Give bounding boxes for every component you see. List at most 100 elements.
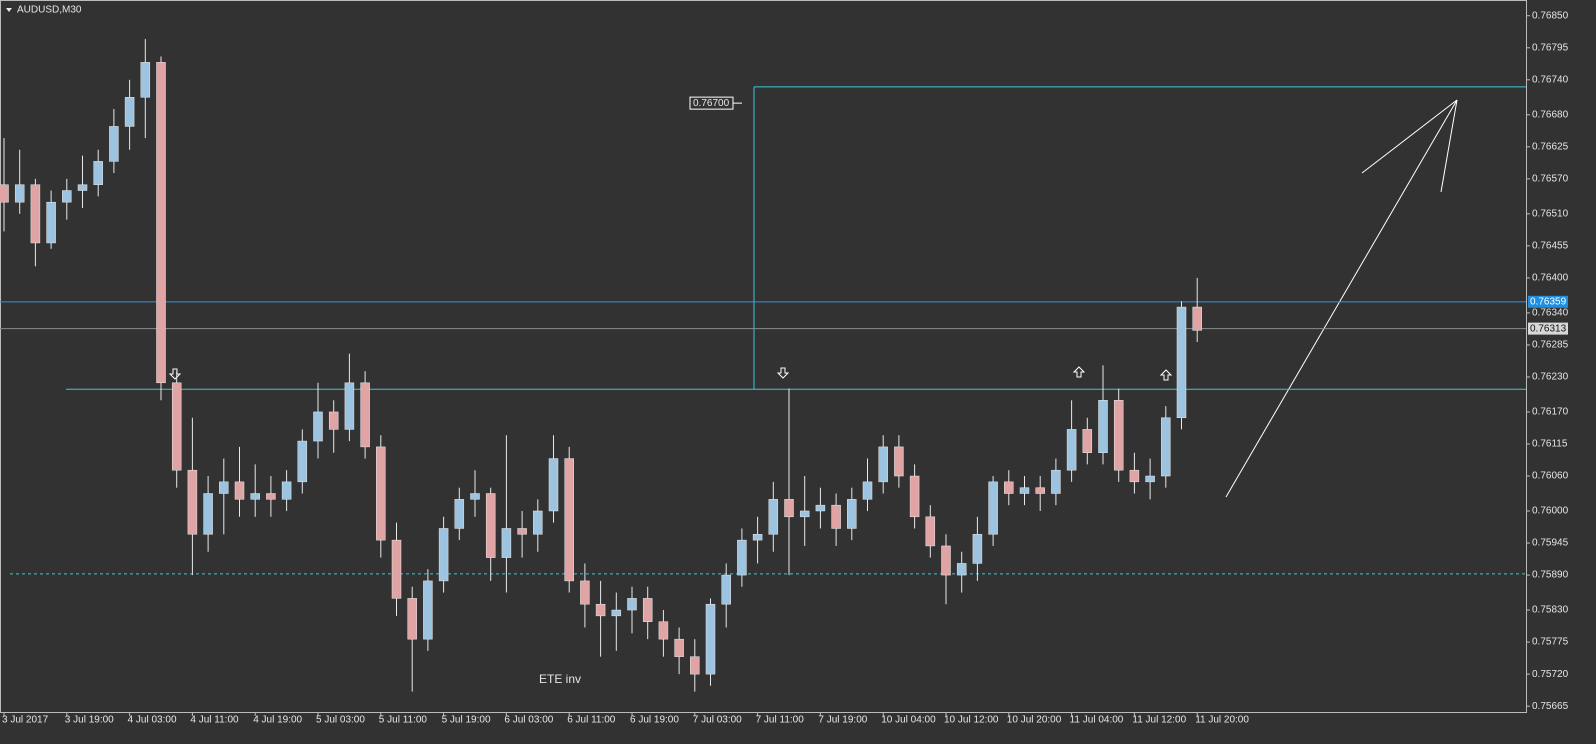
candle-body bbox=[250, 493, 260, 500]
x-tick-label: 4 Jul 19:00 bbox=[253, 715, 302, 726]
candle-body bbox=[815, 504, 826, 512]
candle-body bbox=[485, 493, 496, 558]
candle-body bbox=[46, 201, 56, 244]
y-tick-label: 0.76455 bbox=[1532, 241, 1569, 252]
candle-body bbox=[1161, 417, 1171, 477]
y-tick-label: 0.76510 bbox=[1532, 208, 1569, 219]
y-tick-label: 0.76000 bbox=[1532, 506, 1569, 517]
price-label-box bbox=[1528, 322, 1568, 335]
candle-body bbox=[109, 126, 119, 162]
y-tick-label: 0.76850 bbox=[1532, 10, 1569, 21]
y-tick-label: 0.75720 bbox=[1532, 669, 1569, 680]
x-tick-label: 10 Jul 20:00 bbox=[1007, 715, 1062, 726]
candle-body bbox=[281, 481, 292, 500]
candle-body bbox=[1082, 429, 1093, 453]
candle-body bbox=[171, 382, 182, 471]
candle-body bbox=[721, 574, 731, 605]
price-label: 0.76313 bbox=[1530, 323, 1567, 334]
y-tick-label: 0.76625 bbox=[1532, 141, 1569, 152]
candle-body bbox=[328, 411, 339, 430]
candle-body bbox=[1035, 487, 1045, 494]
chart-title: AUDUSD,M30 bbox=[17, 5, 82, 16]
candle-body bbox=[1192, 306, 1202, 331]
price-label: 0.76359 bbox=[1530, 296, 1567, 307]
candle-body bbox=[423, 580, 433, 640]
y-tick-label: 0.75830 bbox=[1532, 605, 1569, 616]
candle-body bbox=[124, 97, 135, 127]
y-tick-label: 0.76340 bbox=[1532, 308, 1569, 319]
candle-body bbox=[799, 510, 810, 518]
y-tick-label: 0.75945 bbox=[1532, 538, 1569, 549]
x-tick-label: 10 Jul 04:00 bbox=[881, 715, 936, 726]
candle-body bbox=[93, 161, 103, 185]
plot-frame bbox=[0, 0, 1527, 713]
candle-body bbox=[627, 598, 637, 611]
candle-body bbox=[62, 190, 72, 203]
candle-body bbox=[313, 411, 323, 442]
candle-body bbox=[1051, 469, 1061, 494]
title-icon bbox=[6, 8, 12, 12]
candle-body bbox=[972, 534, 983, 564]
candle-body bbox=[1145, 475, 1155, 483]
x-tick-label: 4 Jul 11:00 bbox=[190, 715, 239, 726]
signal-arrows bbox=[168, 366, 1173, 381]
up-arrow bbox=[1159, 369, 1173, 381]
candle-body bbox=[30, 184, 41, 244]
x-tick-label: 11 Jul 20:00 bbox=[1195, 715, 1249, 726]
candle-body bbox=[611, 609, 622, 617]
candle-body bbox=[1113, 400, 1124, 471]
arrow-head bbox=[1361, 99, 1458, 174]
candle-body bbox=[752, 534, 763, 541]
x-tick-label: 11 Jul 12:00 bbox=[1132, 715, 1186, 726]
y-tick-label: 0.76400 bbox=[1532, 273, 1569, 284]
price-label-box bbox=[1528, 295, 1568, 308]
candle-body bbox=[297, 440, 308, 483]
candle-body bbox=[470, 493, 480, 500]
y-tick-label: 0.76170 bbox=[1532, 407, 1569, 418]
arrow-shaft bbox=[1225, 99, 1458, 498]
up-arrow bbox=[1072, 366, 1086, 378]
y-tick-label: 0.76570 bbox=[1532, 174, 1569, 185]
y-tick-label: 0.75665 bbox=[1532, 701, 1569, 712]
x-tick-label: 5 Jul 11:00 bbox=[379, 715, 428, 726]
candle-body bbox=[941, 545, 951, 576]
candle-body bbox=[925, 516, 936, 547]
candle-body bbox=[580, 580, 590, 605]
candle-body bbox=[705, 603, 716, 675]
y-tick-label: 0.76680 bbox=[1532, 109, 1569, 120]
candle-body bbox=[674, 638, 684, 657]
candle-body bbox=[344, 382, 355, 430]
candle-body bbox=[1176, 306, 1187, 419]
x-tick-label: 7 Jul 03:00 bbox=[693, 715, 742, 726]
candle-body bbox=[988, 481, 998, 535]
candle-body bbox=[784, 499, 794, 518]
candle-body bbox=[956, 563, 967, 576]
annotation: ETE inv bbox=[539, 672, 581, 686]
candle-body bbox=[219, 481, 229, 494]
candle-body bbox=[862, 481, 873, 500]
candle-body bbox=[658, 621, 669, 640]
candle-body bbox=[690, 656, 700, 675]
candle-body bbox=[595, 603, 606, 617]
y-tick-label: 0.76230 bbox=[1532, 372, 1569, 383]
candle-body bbox=[1066, 429, 1077, 471]
candle-body bbox=[266, 493, 276, 500]
x-tick-label: 6 Jul 19:00 bbox=[630, 715, 679, 726]
forecast-arrow bbox=[1225, 99, 1458, 498]
x-tick-label: 3 Jul 19:00 bbox=[65, 715, 114, 726]
y-tick-label: 0.75890 bbox=[1532, 570, 1569, 581]
x-tick-label: 6 Jul 11:00 bbox=[567, 715, 616, 726]
candle-body bbox=[407, 598, 417, 640]
x-tick-label: 5 Jul 03:00 bbox=[316, 715, 365, 726]
candle-body bbox=[768, 499, 779, 535]
candle-body bbox=[878, 446, 888, 483]
candle-body bbox=[203, 493, 213, 535]
arrow-head bbox=[1440, 99, 1458, 193]
candle-body bbox=[1129, 469, 1140, 483]
candle-body bbox=[517, 528, 527, 535]
x-tick-label: 5 Jul 19:00 bbox=[442, 715, 491, 726]
x-tick-label: 4 Jul 03:00 bbox=[128, 715, 177, 726]
